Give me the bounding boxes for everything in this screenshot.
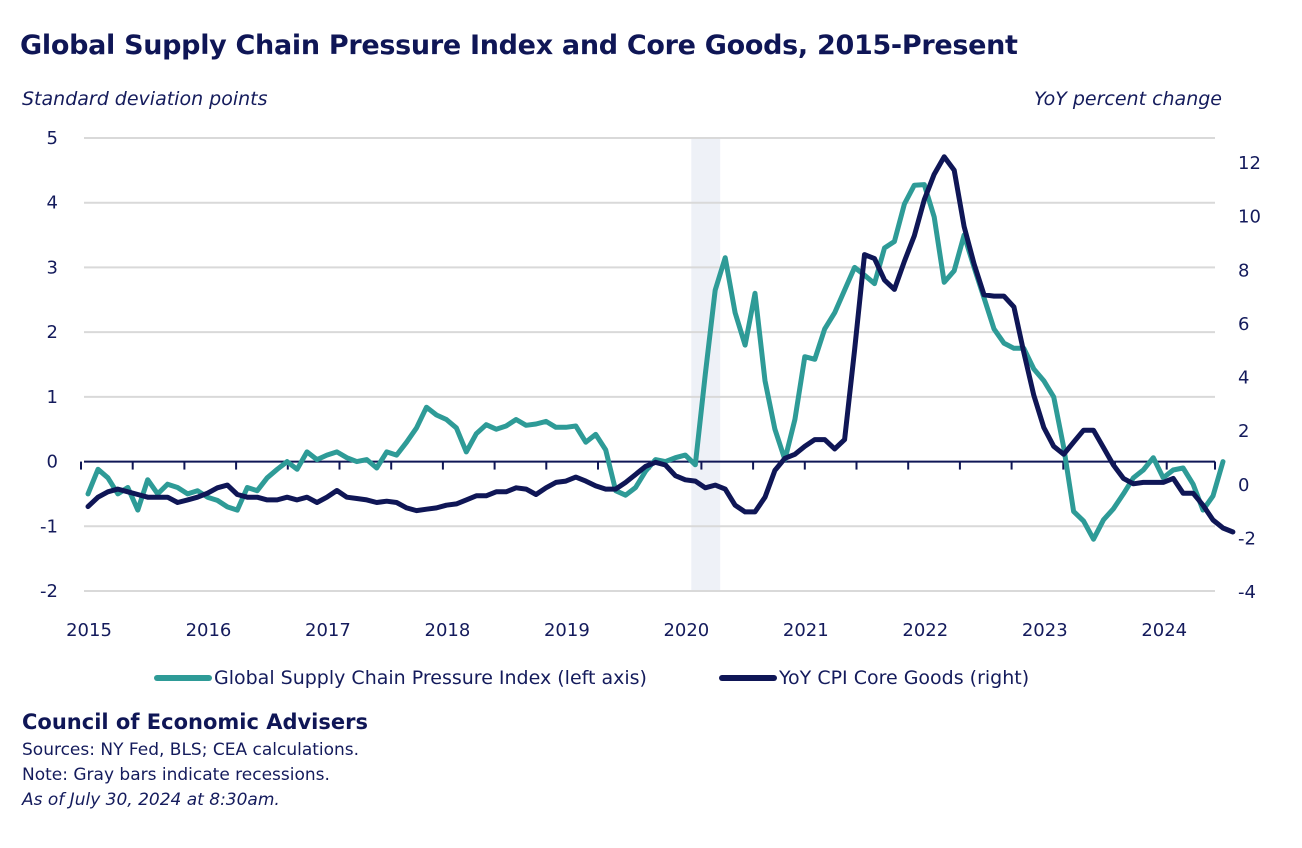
x-axis-tick-label: 2022	[902, 620, 948, 641]
legend-item-gscpi: Global Supply Chain Pressure Index (left…	[154, 667, 647, 689]
legend-swatch-cpi	[718, 675, 777, 681]
right-axis-unit-label: YoY percent change	[1034, 88, 1222, 110]
legend-label-gscpi: Global Supply Chain Pressure Index (left…	[214, 667, 647, 689]
left-axis-tick-label: -2	[40, 581, 58, 602]
x-axis-ticks: 2015 2016 2017 2018 2019 2020 2021 2022 2023 2024	[66, 620, 1187, 641]
left-axis-unit-label: Standard deviation points	[22, 88, 268, 110]
left-axis-tick-label: -1	[40, 516, 58, 537]
gscpi-line	[85, 182, 1226, 542]
left-axis-ticks: -2 -1 0 1 2 3 4 5	[40, 128, 58, 602]
series-lines	[85, 154, 1236, 542]
x-axis-tick-label: 2019	[544, 620, 590, 641]
right-axis-tick-label: 4	[1238, 368, 1249, 389]
gridlines	[84, 137, 1215, 592]
right-axis-tick-label: 0	[1238, 475, 1249, 496]
x-axis-tick-label: 2018	[425, 620, 471, 641]
legend-label-cpi: YoY CPI Core Goods (right)	[778, 667, 1030, 689]
x-axis-tick-label: 2024	[1141, 620, 1187, 641]
x-axis-tick-label: 2016	[186, 620, 232, 641]
left-axis-tick-label: 5	[47, 128, 58, 149]
x-axis-tick-label: 2023	[1022, 620, 1068, 641]
right-axis-tick-label: 12	[1238, 153, 1261, 174]
right-axis-tick-label: 8	[1238, 260, 1249, 281]
x-axis-tick-label: 2015	[66, 620, 112, 641]
legend: Global Supply Chain Pressure Index (left…	[154, 667, 1101, 689]
footer-as-of: As of July 30, 2024 at 8:30am.	[22, 790, 280, 810]
left-axis-tick-label: 2	[47, 322, 58, 343]
footer-org: Council of Economic Advisers	[22, 710, 368, 734]
left-axis-tick-label: 4	[47, 193, 58, 214]
legend-swatch-gscpi	[154, 675, 212, 681]
left-axis-tick-label: 0	[47, 452, 58, 473]
right-axis-ticks: -4 -2 0 2 4 6 8 10 12	[1238, 153, 1261, 603]
cpi-core-goods-line	[85, 154, 1236, 535]
right-axis-tick-label: -4	[1238, 582, 1256, 603]
left-axis-tick-label: 3	[47, 257, 58, 278]
right-axis-tick-label: 10	[1238, 207, 1261, 228]
x-axis-tick-label: 2021	[783, 620, 829, 641]
footer-note: Note: Gray bars indicate recessions.	[22, 765, 330, 785]
right-axis-tick-label: -2	[1238, 528, 1256, 549]
legend-item-cpi: YoY CPI Core Goods (right)	[718, 667, 1030, 689]
footer-sources: Sources: NY Fed, BLS; CEA calculations.	[22, 740, 360, 760]
chart-title: Global Supply Chain Pressure Index and C…	[20, 30, 1018, 61]
right-axis-tick-label: 6	[1238, 314, 1249, 335]
footer: Council of Economic Advisers Sources: NY…	[22, 710, 368, 813]
right-axis-tick-label: 2	[1238, 421, 1249, 442]
left-axis-tick-label: 1	[47, 387, 58, 408]
x-axis-tick-label: 2017	[305, 620, 351, 641]
x-axis-tick-label: 2020	[663, 620, 709, 641]
